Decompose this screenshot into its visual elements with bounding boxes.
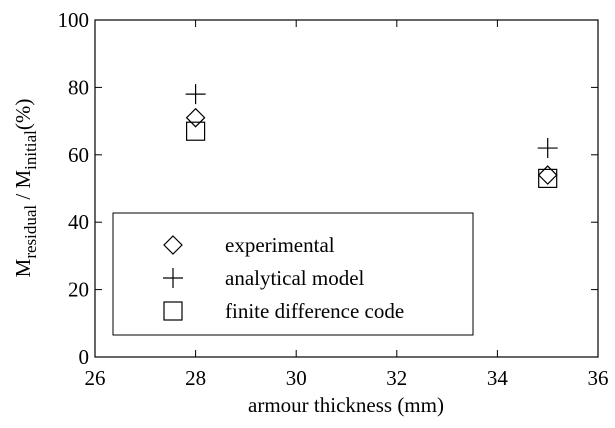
marker: [163, 268, 183, 288]
x-tick-label: 30: [286, 366, 307, 390]
y-axis-label: Mresidual / Minitial(%): [11, 99, 40, 278]
marker: [537, 138, 558, 159]
marker: [185, 107, 206, 128]
diamond: [163, 235, 183, 255]
x-tick-label: 28: [185, 366, 206, 390]
marker: [537, 165, 558, 185]
plus: [185, 84, 206, 105]
y-label-part: (%): [11, 99, 35, 130]
marker: [163, 235, 183, 255]
y-label-part: / M: [11, 169, 35, 204]
diamond: [185, 107, 206, 128]
y-tick-label: 60: [68, 143, 89, 167]
plot-frame: [94, 19, 599, 358]
y-tick-label: 20: [68, 278, 89, 302]
legend-label: finite difference code: [225, 299, 404, 323]
plus: [537, 138, 558, 159]
diamond: [537, 165, 558, 185]
square: [163, 301, 183, 321]
y-tick-label: 40: [68, 210, 89, 234]
marker: [186, 121, 206, 141]
x-tick-label: 34: [487, 366, 509, 390]
y-label-part: M: [11, 258, 35, 277]
x-axis-label: armour thickness (mm): [248, 393, 444, 417]
x-tick-label: 36: [588, 366, 609, 390]
y-label-part: initial: [21, 130, 40, 170]
x-tick-label: 26: [85, 366, 106, 390]
square: [186, 121, 206, 141]
square: [538, 168, 558, 188]
y-tick-label: 100: [58, 8, 90, 32]
marker: [538, 168, 558, 188]
y-label-part: residual: [21, 205, 40, 259]
plus: [163, 268, 183, 288]
legend-label: experimental: [225, 233, 335, 257]
x-tick-label: 32: [386, 366, 407, 390]
marker: [163, 301, 183, 321]
legend-label: analytical model: [225, 266, 365, 290]
y-tick-label: 80: [68, 75, 89, 99]
y-tick-label: 0: [79, 345, 90, 369]
marker: [185, 84, 206, 105]
